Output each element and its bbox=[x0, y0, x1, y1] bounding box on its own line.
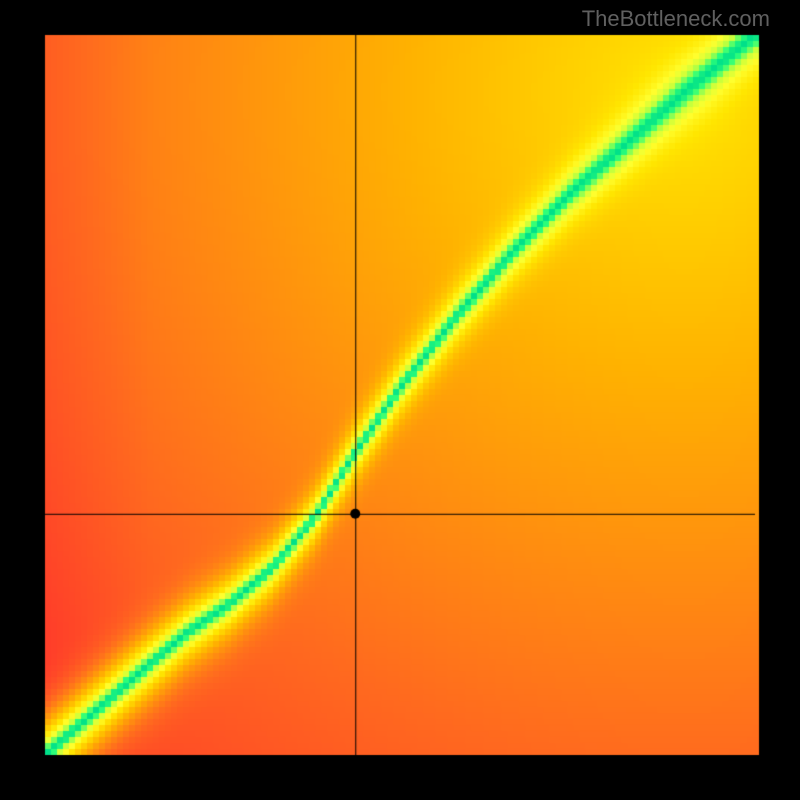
watermark-text: TheBottleneck.com bbox=[582, 6, 770, 32]
bottleneck-heatmap-canvas bbox=[0, 0, 800, 800]
chart-container: TheBottleneck.com bbox=[0, 0, 800, 800]
